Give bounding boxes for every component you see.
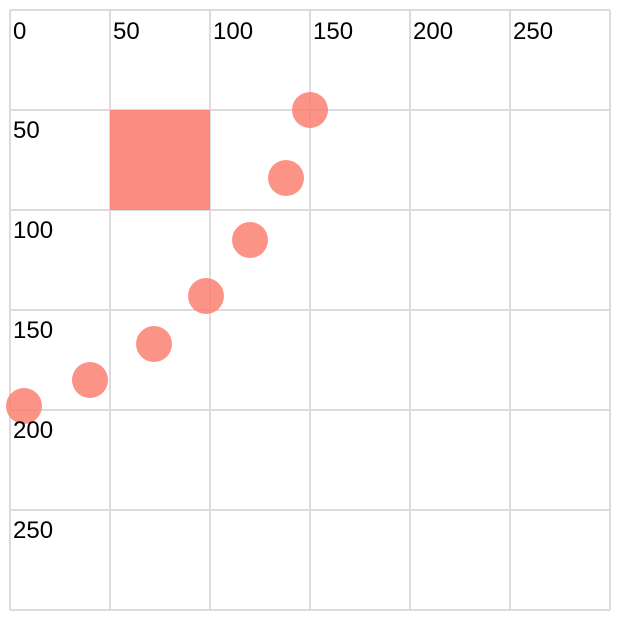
x-axis-label: 200 — [413, 18, 453, 45]
salmon-circle — [188, 278, 224, 314]
salmon-circle — [268, 160, 304, 196]
y-axis-label: 100 — [13, 217, 53, 244]
shape-layer — [6, 92, 328, 424]
axis-labels: 0 50 100 150 200 250 50 100 150 200 250 — [13, 18, 553, 544]
y-axis-label: 150 — [13, 317, 53, 344]
y-axis-label: 200 — [13, 417, 53, 444]
x-axis-label: 250 — [513, 18, 553, 45]
salmon-circle — [136, 326, 172, 362]
y-axis-label: 250 — [13, 517, 53, 544]
salmon-circle — [72, 362, 108, 398]
y-axis-label: 50 — [13, 117, 40, 144]
x-axis-label: 0 — [13, 18, 26, 45]
x-axis-label: 100 — [213, 18, 253, 45]
x-axis-label: 150 — [313, 18, 353, 45]
x-axis-label: 50 — [113, 18, 140, 45]
salmon-circle — [292, 92, 328, 128]
salmon-square — [110, 110, 210, 210]
salmon-circle — [6, 388, 42, 424]
salmon-circle — [232, 222, 268, 258]
